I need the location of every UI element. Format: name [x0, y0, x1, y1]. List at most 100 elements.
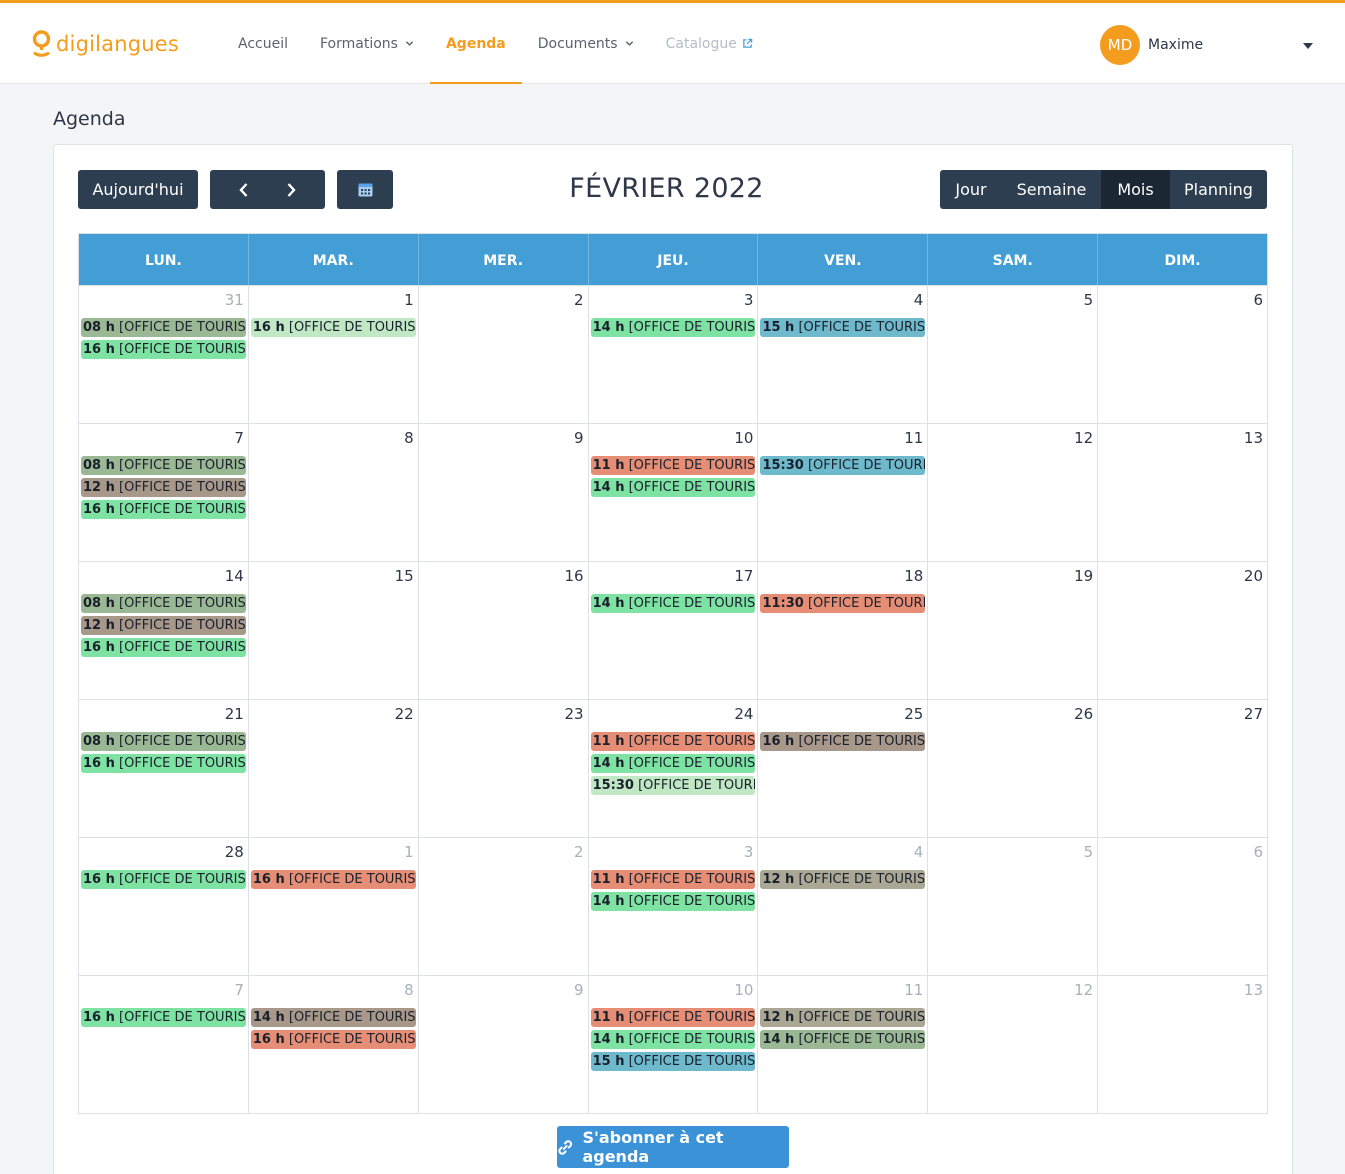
- calendar-event[interactable]: 08 h [OFFICE DE TOURISME: [81, 318, 246, 337]
- day-cell[interactable]: 10 11 h [OFFICE DE TOURISME 14 h [OFFICE D…: [589, 976, 759, 1113]
- day-number[interactable]: 11: [904, 429, 924, 447]
- day-cell[interactable]: 27: [1098, 700, 1267, 837]
- day-number[interactable]: 31: [224, 291, 244, 309]
- calendar-event[interactable]: 11 h [OFFICE DE TOURISME: [590, 1008, 756, 1027]
- day-number[interactable]: 28: [224, 843, 244, 861]
- day-cell[interactable]: 13: [1098, 976, 1267, 1113]
- day-number[interactable]: 5: [1083, 843, 1094, 861]
- day-number[interactable]: 3: [743, 843, 754, 861]
- calendar-event[interactable]: 16 h [OFFICE DE TOURISME: [250, 870, 416, 889]
- calendar-event[interactable]: 14 h [OFFICE DE TOURISME: [590, 478, 756, 497]
- day-number[interactable]: 9: [574, 981, 584, 999]
- view-jour-button[interactable]: Jour: [940, 170, 1002, 209]
- calendar-event[interactable]: 14 h [OFFICE DE TOURISME: [590, 318, 756, 337]
- nav-item-accueil[interactable]: Accueil: [222, 3, 304, 84]
- day-cell[interactable]: 13: [1098, 424, 1267, 561]
- subscribe-button[interactable]: S'abonner à cet agenda: [557, 1126, 789, 1168]
- day-cell[interactable]: 16: [419, 562, 589, 699]
- calendar-event[interactable]: 16 h [OFFICE DE TOURISME: [760, 732, 926, 751]
- caret-down-icon[interactable]: [1303, 43, 1313, 49]
- day-number[interactable]: 4: [913, 843, 924, 861]
- day-cell[interactable]: 5: [928, 286, 1099, 423]
- day-number[interactable]: 18: [904, 567, 924, 585]
- day-cell[interactable]: 7 08 h [OFFICE DE TOURISME 12 h [OFFICE DE…: [79, 424, 249, 561]
- day-cell[interactable]: 9: [419, 424, 589, 561]
- day-cell[interactable]: 10 11 h [OFFICE DE TOURISME 14 h [OFFICE D…: [589, 424, 759, 561]
- day-number[interactable]: 8: [404, 981, 414, 999]
- day-number[interactable]: 12: [1074, 429, 1094, 447]
- day-number[interactable]: 21: [224, 705, 244, 723]
- calendar-event[interactable]: 15 h [OFFICE DE TOURISME: [590, 1052, 756, 1071]
- day-cell[interactable]: 814 h [OFFICE DE TOURISME16 h [OFFICE DE…: [249, 976, 419, 1113]
- day-number[interactable]: 16: [564, 567, 584, 585]
- calendar-event[interactable]: 12 h [OFFICE DE TOURISME: [760, 870, 926, 889]
- calendar-event[interactable]: 14 h [OFFICE DE TOURISME: [590, 892, 756, 911]
- calendar-event[interactable]: 15:30 [OFFICE DE TOURISME: [760, 456, 926, 475]
- day-number[interactable]: 10: [734, 429, 754, 447]
- brand-logo[interactable]: digilangues: [32, 29, 179, 59]
- day-number[interactable]: 7: [234, 981, 244, 999]
- view-mois-button[interactable]: Mois: [1101, 170, 1170, 209]
- calendar-event[interactable]: 15 h [OFFICE DE TOURISME: [760, 318, 926, 337]
- day-cell[interactable]: 22: [249, 700, 419, 837]
- day-cell[interactable]: 7 16 h [OFFICE DE TOURISME: [79, 976, 249, 1113]
- day-cell[interactable]: 12: [928, 976, 1099, 1113]
- day-number[interactable]: 14: [224, 567, 244, 585]
- day-cell[interactable]: 2: [419, 838, 589, 975]
- nav-item-catalogue[interactable]: Catalogue: [650, 3, 769, 84]
- day-cell[interactable]: 9: [419, 976, 589, 1113]
- calendar-event[interactable]: 16 h [OFFICE DE TOURISME: [81, 500, 246, 519]
- calendar-event[interactable]: 12 h [OFFICE DE TOURISME: [81, 478, 246, 497]
- day-cell[interactable]: 6: [1098, 286, 1267, 423]
- calendar-event[interactable]: 16 h [OFFICE DE TOURISME: [81, 1008, 246, 1027]
- day-number[interactable]: 13: [1243, 429, 1264, 447]
- day-number[interactable]: 6: [1253, 291, 1264, 309]
- day-number[interactable]: 20: [1243, 567, 1264, 585]
- nav-item-documents[interactable]: Documents: [522, 3, 650, 84]
- day-number[interactable]: 24: [734, 705, 754, 723]
- day-number[interactable]: 4: [913, 291, 924, 309]
- day-cell[interactable]: 12: [928, 424, 1099, 561]
- calendar-event[interactable]: 14 h [OFFICE DE TOURISME: [590, 754, 756, 773]
- calendar-event[interactable]: 14 h [OFFICE DE TOURISME: [250, 1008, 416, 1027]
- day-number[interactable]: 25: [904, 705, 924, 723]
- calendar-event[interactable]: 08 h [OFFICE DE TOURISME: [81, 732, 246, 751]
- calendar-event[interactable]: 14 h [OFFICE DE TOURISME: [590, 1030, 756, 1049]
- day-cell[interactable]: 11 15:30 [OFFICE DE TOURISME: [758, 424, 929, 561]
- day-number[interactable]: 2: [574, 291, 584, 309]
- day-number[interactable]: 7: [234, 429, 244, 447]
- day-number[interactable]: 9: [574, 429, 584, 447]
- day-number[interactable]: 13: [1243, 981, 1264, 999]
- day-number[interactable]: 19: [1074, 567, 1094, 585]
- day-number[interactable]: 10: [734, 981, 754, 999]
- calendar-event[interactable]: 08 h [OFFICE DE TOURISME: [81, 456, 246, 475]
- day-number[interactable]: 3: [743, 291, 754, 309]
- day-number[interactable]: 1: [404, 843, 414, 861]
- calendar-event[interactable]: 16 h [OFFICE DE TOURISME: [81, 754, 246, 773]
- calendar-event[interactable]: 14 h [OFFICE DE TOURISME: [760, 1030, 926, 1049]
- day-cell[interactable]: 8: [249, 424, 419, 561]
- date-picker-button[interactable]: [337, 170, 393, 209]
- day-number[interactable]: 17: [734, 567, 754, 585]
- day-number[interactable]: 12: [1074, 981, 1094, 999]
- day-cell[interactable]: 17 14 h [OFFICE DE TOURISME: [589, 562, 759, 699]
- calendar-event[interactable]: 14 h [OFFICE DE TOURISME: [590, 594, 756, 613]
- calendar-event[interactable]: 11 h [OFFICE DE TOURISME: [590, 456, 756, 475]
- calendar-event[interactable]: 11:30 [OFFICE DE TOURISME: [760, 594, 926, 613]
- calendar-event[interactable]: 08 h [OFFICE DE TOURISME: [81, 594, 246, 613]
- day-cell[interactable]: 1 16 h [OFFICE DE TOURISME: [249, 286, 419, 423]
- day-number[interactable]: 8: [404, 429, 414, 447]
- day-number[interactable]: 2: [574, 843, 584, 861]
- day-cell[interactable]: 15: [249, 562, 419, 699]
- prev-button[interactable]: [224, 170, 264, 209]
- day-number[interactable]: 26: [1074, 705, 1094, 723]
- day-cell[interactable]: 25 16 h [OFFICE DE TOURISME: [758, 700, 929, 837]
- calendar-event[interactable]: 16 h [OFFICE DE TOURISME: [81, 340, 246, 359]
- next-button[interactable]: [271, 170, 311, 209]
- day-number[interactable]: 27: [1243, 705, 1264, 723]
- day-cell[interactable]: 21 08 h [OFFICE DE TOURISME 16 h [OFFICE D…: [79, 700, 249, 837]
- day-cell[interactable]: 19: [928, 562, 1099, 699]
